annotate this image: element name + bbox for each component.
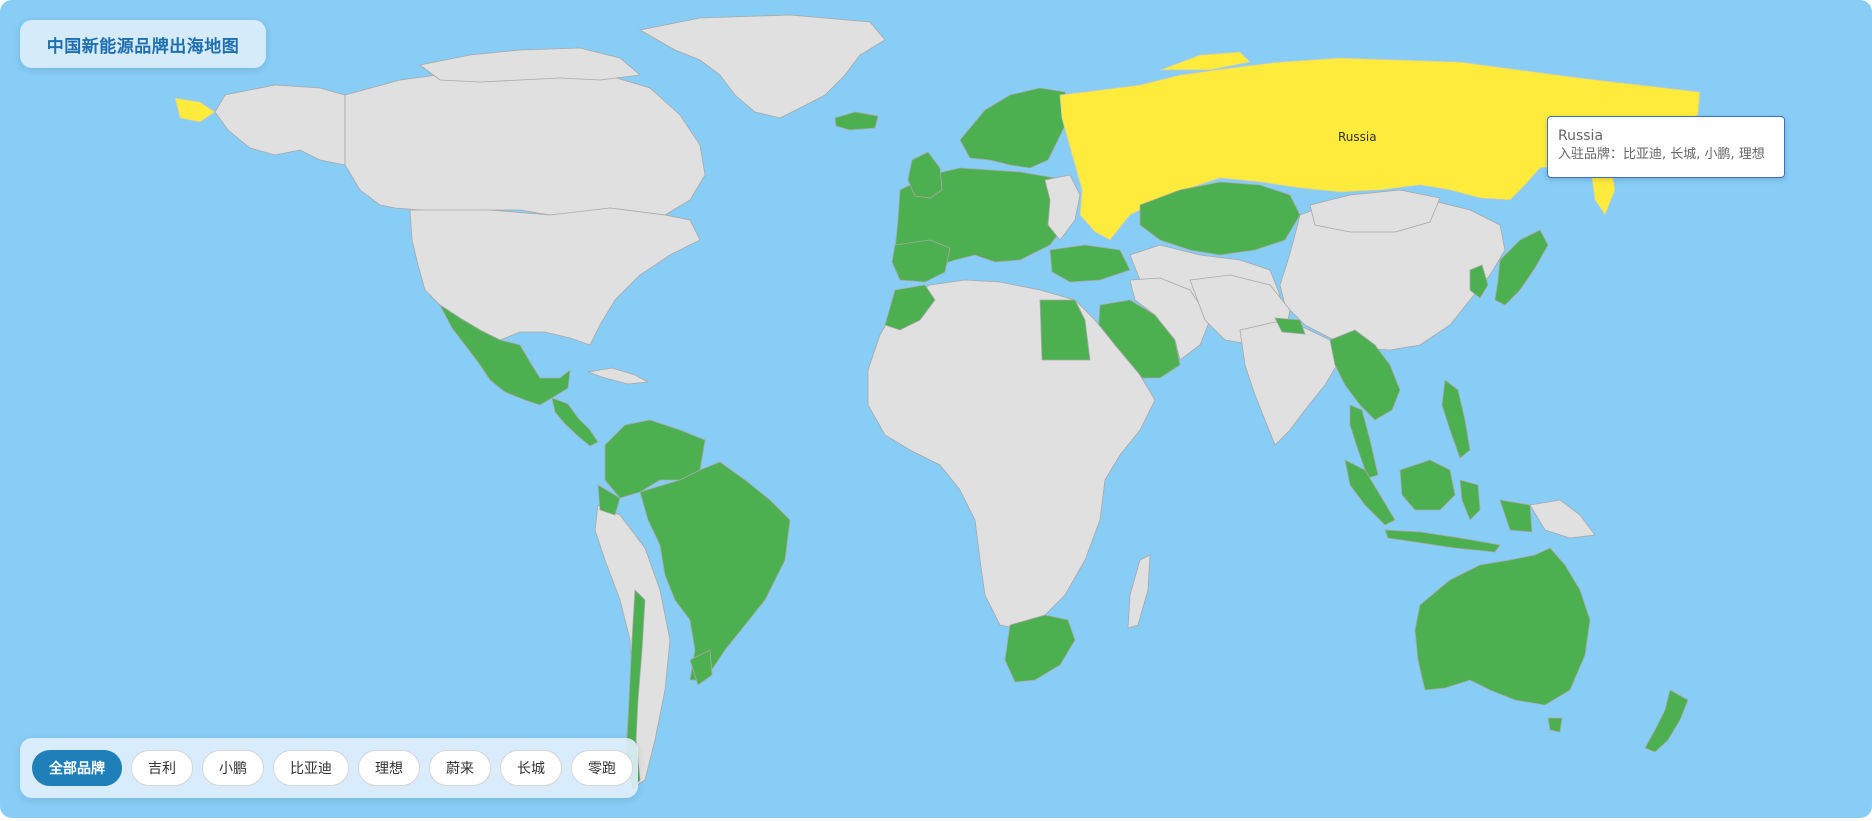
country-russia[interactable] bbox=[1059, 57, 1701, 241]
country-png[interactable] bbox=[1529, 499, 1596, 539]
country-iberia[interactable] bbox=[891, 239, 951, 283]
page-title: 中国新能源品牌出海地图 bbox=[46, 36, 240, 57]
country-usa[interactable] bbox=[409, 207, 701, 346]
country-egypt[interactable] bbox=[1039, 299, 1091, 361]
filter-chip-geely[interactable]: 吉利 bbox=[131, 750, 193, 786]
country-greenland[interactable] bbox=[638, 14, 886, 119]
country-tasmania[interactable] bbox=[1547, 717, 1563, 733]
country-indonesia-borneo[interactable] bbox=[1399, 459, 1456, 511]
country-southeast-asia[interactable] bbox=[1329, 329, 1401, 421]
country-russia-islands[interactable] bbox=[1159, 51, 1251, 71]
country-morocco[interactable] bbox=[884, 284, 936, 331]
country-africa[interactable] bbox=[867, 279, 1156, 631]
country-canada[interactable] bbox=[344, 67, 706, 216]
filter-chip-nio[interactable]: 蔚来 bbox=[429, 750, 491, 786]
country-malay-peninsula[interactable] bbox=[1349, 404, 1379, 479]
country-canada-islands[interactable] bbox=[419, 47, 641, 83]
country-indonesia-east[interactable] bbox=[1459, 479, 1481, 521]
country-mexico[interactable] bbox=[438, 303, 571, 406]
country-tooltip: Russia 入驻品牌：比亚迪, 长城, 小鹏, 理想 bbox=[1547, 116, 1785, 178]
country-korea[interactable] bbox=[1469, 264, 1489, 299]
country-alaska[interactable] bbox=[214, 84, 346, 166]
tooltip-country-name: Russia bbox=[1558, 128, 1604, 144]
country-russia-chukotka[interactable] bbox=[174, 97, 216, 123]
country-eastern-europe[interactable] bbox=[1044, 174, 1081, 241]
country-scandinavia[interactable] bbox=[959, 87, 1071, 169]
country-indonesia-sumatra[interactable] bbox=[1344, 459, 1396, 526]
filter-chip-great-wall[interactable]: 长城 bbox=[500, 750, 562, 786]
country-turkey[interactable] bbox=[1049, 244, 1131, 283]
country-india[interactable] bbox=[1239, 321, 1341, 446]
country-australia[interactable] bbox=[1414, 547, 1591, 706]
filter-chip-xpeng[interactable]: 小鹏 bbox=[202, 750, 264, 786]
brand-filter-bar: 全部品牌 吉利 小鹏 比亚迪 理想 蔚来 长城 零跑 bbox=[20, 738, 638, 798]
filter-chip-byd[interactable]: 比亚迪 bbox=[273, 750, 349, 786]
country-iceland[interactable] bbox=[834, 111, 879, 131]
country-mongolia[interactable] bbox=[1309, 189, 1441, 233]
country-central-america[interactable] bbox=[551, 397, 599, 447]
country-pakistan[interactable] bbox=[1274, 317, 1306, 335]
country-middle-east[interactable] bbox=[1129, 277, 1211, 361]
country-cuba[interactable] bbox=[587, 367, 650, 385]
country-madagascar[interactable] bbox=[1127, 554, 1151, 629]
country-uruguay[interactable] bbox=[689, 649, 713, 686]
country-south-africa[interactable] bbox=[1004, 614, 1076, 683]
country-japan[interactable] bbox=[1494, 229, 1549, 306]
country-png-west[interactable] bbox=[1499, 499, 1533, 533]
country-uk[interactable] bbox=[907, 151, 943, 199]
country-map-label: Russia bbox=[1338, 130, 1377, 144]
filter-chip-li-auto[interactable]: 理想 bbox=[358, 750, 420, 786]
country-indonesia-java[interactable] bbox=[1384, 529, 1501, 553]
country-new-zealand[interactable] bbox=[1644, 689, 1689, 753]
country-philippines[interactable] bbox=[1441, 379, 1471, 459]
filter-chip-all[interactable]: 全部品牌 bbox=[32, 750, 122, 786]
tooltip-brands-line: 入驻品牌：比亚迪, 长城, 小鹏, 理想 bbox=[1558, 147, 1765, 162]
country-kazakhstan[interactable] bbox=[1139, 181, 1301, 256]
title-card: 中国新能源品牌出海地图 bbox=[20, 20, 266, 68]
filter-chip-leapmotor[interactable]: 零跑 bbox=[571, 750, 633, 786]
country-ecuador[interactable] bbox=[597, 484, 621, 516]
country-brazil[interactable] bbox=[639, 461, 791, 681]
